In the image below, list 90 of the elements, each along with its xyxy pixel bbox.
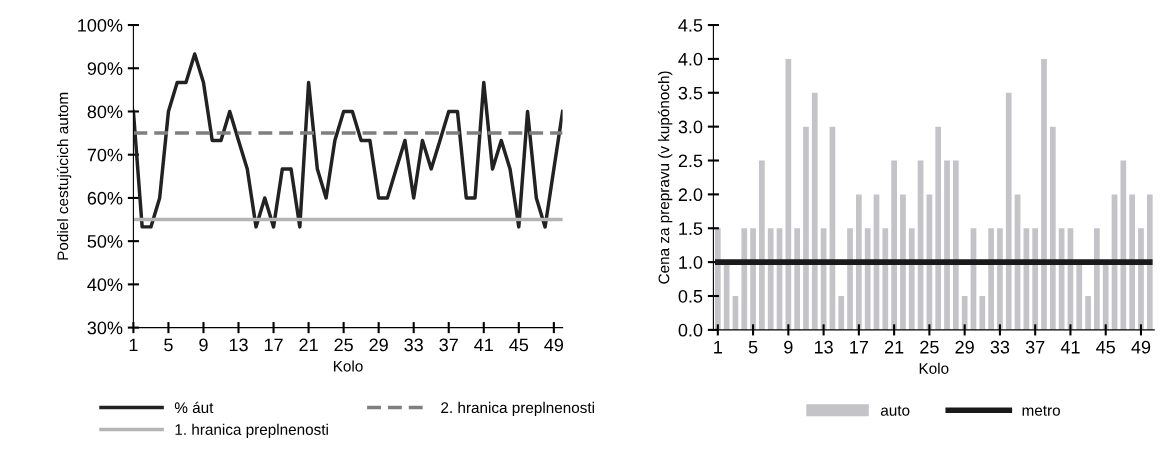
y-tick-label: 90% [87, 62, 123, 75]
y-axis-title: Podiel cestujúcich autom [56, 92, 72, 260]
bar [944, 160, 950, 330]
bar [856, 194, 862, 330]
x-tick-label: 25 [920, 340, 939, 354]
x-tick-label: 37 [1025, 340, 1045, 354]
bar [961, 296, 968, 330]
bar [952, 160, 959, 330]
y-tick-label: 70% [87, 148, 123, 162]
x-tick-label: 17 [264, 338, 283, 352]
y-tick-label: 2.5 [678, 154, 703, 168]
y-tick-label: 40% [87, 278, 123, 292]
x-axis-title: Kolo [333, 360, 363, 372]
bar [935, 126, 942, 330]
bar [1094, 228, 1100, 330]
bar [1085, 296, 1091, 330]
y-tick-label: 3.0 [678, 120, 703, 134]
bar [1138, 228, 1144, 330]
bar [811, 92, 818, 330]
x-tick-label: 33 [404, 338, 423, 352]
bar [750, 228, 756, 330]
legend-label: metro [1022, 405, 1060, 416]
x-tick-label: 37 [439, 338, 458, 352]
bar [997, 228, 1003, 330]
y-tick-label: 80% [87, 105, 123, 119]
bar [1041, 58, 1047, 330]
legend-label: 1. hranica preplnenosti [175, 423, 328, 438]
x-tick-label: 45 [509, 338, 529, 352]
x-tick-label: 13 [229, 338, 248, 352]
bar [1120, 160, 1127, 330]
y-tick-label: 30% [87, 321, 123, 335]
y-axis-title: Cena za prepravu (v kupónoch) [657, 71, 673, 284]
bar [891, 160, 897, 330]
x-axis-title: Kolo [919, 362, 949, 374]
bar [900, 194, 906, 330]
y-tick-label: 3.5 [678, 86, 703, 100]
bar [1005, 92, 1012, 330]
x-tick-label: 49 [1131, 340, 1151, 354]
bar [838, 296, 845, 330]
x-tick-label: 41 [474, 338, 493, 352]
bar [864, 228, 871, 330]
bar [767, 228, 774, 330]
bar [988, 228, 994, 330]
x-tick-label: 13 [814, 340, 833, 354]
x-tick-label: 5 [164, 338, 173, 352]
bar [882, 228, 889, 330]
y-tick-label: 4.5 [678, 19, 703, 32]
legend-label: auto [880, 405, 910, 416]
x-tick-label: 33 [990, 340, 1010, 354]
x-tick-label: 49 [544, 338, 564, 352]
bar [908, 228, 915, 330]
bar [979, 296, 986, 330]
y-tick-label: 1.5 [679, 222, 703, 235]
x-tick-label: 5 [748, 340, 758, 354]
bar [1129, 194, 1136, 330]
x-tick-label: 29 [955, 340, 974, 354]
bar [794, 228, 801, 330]
y-tick-label: 60% [87, 191, 123, 205]
bar [714, 228, 721, 330]
y-tick-label: 0.5 [678, 289, 703, 303]
bar [803, 126, 809, 330]
y-tick-label: 100% [78, 18, 123, 32]
y-tick-label: 0.0 [678, 323, 703, 337]
bar [1146, 194, 1153, 330]
x-tick-label: 1 [714, 340, 722, 354]
y-tick-label: 1.0 [679, 256, 703, 269]
y-tick-label: 50% [87, 235, 123, 248]
y-tick-label: 4.0 [678, 52, 703, 66]
legend-label: % áut [174, 401, 214, 414]
bar [785, 58, 792, 330]
x-tick-label: 17 [850, 340, 868, 354]
x-tick-label: 9 [784, 340, 793, 354]
x-tick-label: 21 [885, 340, 904, 354]
legend-label: 2. hranica preplnenosti [441, 401, 594, 417]
bar [1032, 228, 1039, 330]
bar [1049, 126, 1056, 330]
x-tick-label: 25 [334, 338, 353, 352]
bar [759, 160, 765, 330]
bar [847, 228, 853, 330]
x-tick-label: 1 [129, 338, 138, 352]
line-series [133, 52, 563, 229]
bar [741, 228, 748, 330]
bar [1076, 262, 1083, 330]
x-tick-label: 21 [299, 338, 318, 352]
bar [1102, 262, 1109, 330]
y-tick-label: 2.0 [678, 188, 703, 202]
x-tick-label: 9 [199, 338, 208, 352]
x-tick-label: 45 [1096, 340, 1115, 354]
x-tick-label: 41 [1060, 340, 1080, 354]
x-tick-label: 29 [369, 338, 388, 352]
